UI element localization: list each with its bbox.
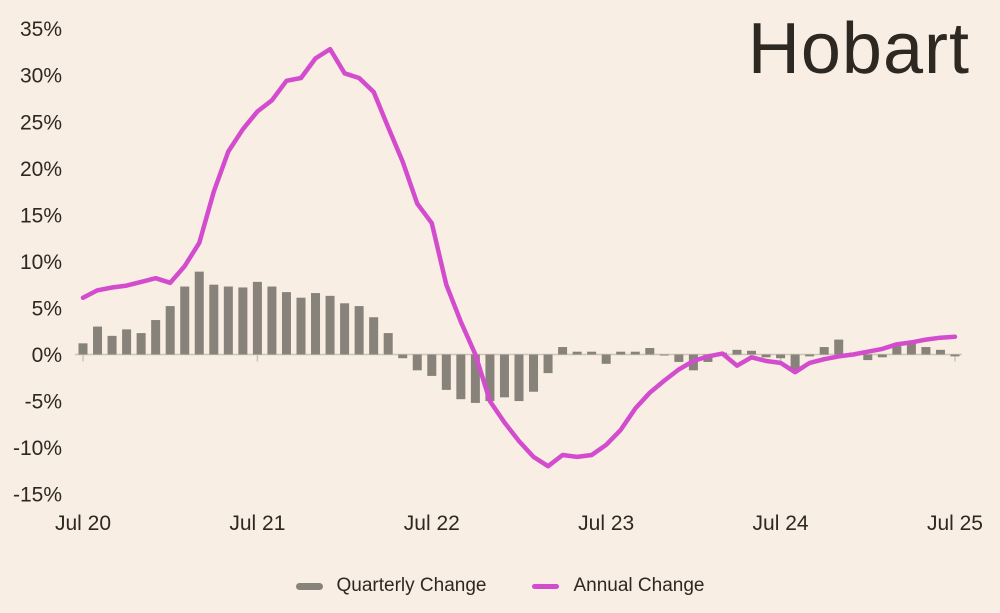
- quarterly-change-bar: [252, 281, 262, 355]
- quarterly-change-bar: [877, 354, 887, 358]
- quarterly-change-bar: [674, 354, 684, 362]
- line-swatch-icon: [532, 583, 560, 589]
- y-axis-tick-label: 30%: [20, 65, 62, 88]
- quarterly-change-bar: [645, 347, 655, 355]
- quarterly-change-bar: [325, 295, 335, 355]
- quarterly-change-bar: [456, 354, 466, 400]
- y-axis-tick-label: -10%: [13, 437, 62, 460]
- chart-title: Hobart: [747, 9, 970, 89]
- quarterly-change-bar: [630, 351, 640, 355]
- quarterly-change-bar: [441, 354, 451, 390]
- x-axis-tick-label: Jul 22: [404, 512, 460, 535]
- quarterly-change-bar: [209, 284, 219, 355]
- quarterly-change-bar: [354, 306, 364, 355]
- y-axis-tick-label: 5%: [32, 297, 62, 320]
- quarterly-change-bar: [412, 354, 422, 371]
- quarterly-change-bar: [659, 354, 669, 356]
- quarterly-change-bar: [761, 354, 771, 358]
- legend-item-quarterly-change: Quarterly Change: [295, 575, 487, 597]
- quarterly-change-bar: [122, 329, 132, 355]
- quarterly-change-bar: [470, 354, 480, 403]
- quarterly-change-bar: [223, 286, 233, 355]
- quarterly-change-bar: [296, 297, 306, 355]
- quarterly-change-bar: [616, 351, 626, 355]
- y-axis-tick-label: 10%: [20, 251, 62, 274]
- x-axis-tick-label: Jul 24: [753, 512, 809, 535]
- quarterly-change-bar: [340, 303, 350, 355]
- quarterly-change-bar: [601, 354, 611, 364]
- y-axis-tick-label: 25%: [20, 111, 62, 134]
- quarterly-change-bar: [921, 347, 931, 355]
- quarterly-change-bar: [834, 339, 844, 355]
- y-axis-tick-label: -5%: [25, 391, 62, 414]
- quarterly-change-bar: [935, 349, 945, 355]
- quarterly-change-bar: [558, 347, 568, 355]
- quarterly-change-bar: [805, 354, 815, 357]
- quarterly-change-bar: [485, 354, 495, 402]
- quarterly-change-bar: [950, 354, 960, 357]
- quarterly-change-bar: [151, 320, 161, 355]
- quarterly-change-bar: [194, 271, 204, 355]
- quarterly-change-bar: [587, 351, 597, 355]
- quarterly-change-bar: [136, 333, 146, 355]
- quarterly-change-bar: [383, 333, 393, 355]
- annual-change-line: [80, 46, 958, 469]
- x-axis-tick-label: Jul 20: [55, 512, 111, 535]
- quarterly-change-bar: [369, 317, 379, 355]
- quarterly-change-bar: [529, 354, 539, 392]
- quarterly-change-bar: [93, 326, 103, 355]
- quarterly-change-bar: [819, 347, 829, 355]
- quarterly-change-bar: [863, 354, 873, 361]
- legend-label-annual-change: Annual Change: [573, 575, 705, 596]
- quarterly-change-bar: [238, 287, 248, 355]
- x-axis-tick-label: Jul 25: [927, 512, 983, 535]
- quarterly-change-bar: [165, 306, 175, 355]
- quarterly-change-bar: [514, 354, 524, 402]
- y-axis-tick-label: 35%: [20, 18, 62, 41]
- bar-swatch-icon: [295, 582, 323, 590]
- quarterly-change-bar: [572, 351, 582, 355]
- x-axis-tick-label: Jul 21: [229, 512, 285, 535]
- quarterly-change-bar: [732, 349, 742, 355]
- quarterly-change-bar: [499, 354, 509, 398]
- quarterly-change-bar: [180, 286, 190, 355]
- y-axis-tick-label: 20%: [20, 158, 62, 181]
- y-axis-tick-label: 0%: [32, 344, 62, 367]
- quarterly-change-bar: [311, 293, 321, 355]
- quarterly-change-bar: [747, 350, 757, 355]
- quarterly-change-bar: [776, 354, 786, 359]
- y-axis-tick-label: -15%: [13, 484, 62, 507]
- legend-label-quarterly-change: Quarterly Change: [336, 575, 487, 596]
- quarterly-change-bar: [267, 286, 277, 355]
- legend-item-annual-change: Annual Change: [532, 575, 704, 597]
- quarterly-change-bar: [543, 354, 553, 374]
- quarterly-change-bar: [281, 292, 291, 355]
- y-axis-tick-label: 15%: [20, 204, 62, 227]
- quarterly-change-bar: [790, 354, 800, 371]
- quarterly-change-bar: [906, 342, 916, 355]
- quarterly-change-bar: [892, 346, 902, 355]
- x-axis-tick-label: Jul 23: [578, 512, 634, 535]
- quarterly-change-bar: [78, 343, 88, 355]
- quarterly-change-bar: [398, 354, 408, 359]
- quarterly-change-bar: [427, 354, 437, 376]
- chart-legend: Quarterly Change Annual Change: [0, 575, 1000, 597]
- quarterly-change-bar: [107, 335, 117, 355]
